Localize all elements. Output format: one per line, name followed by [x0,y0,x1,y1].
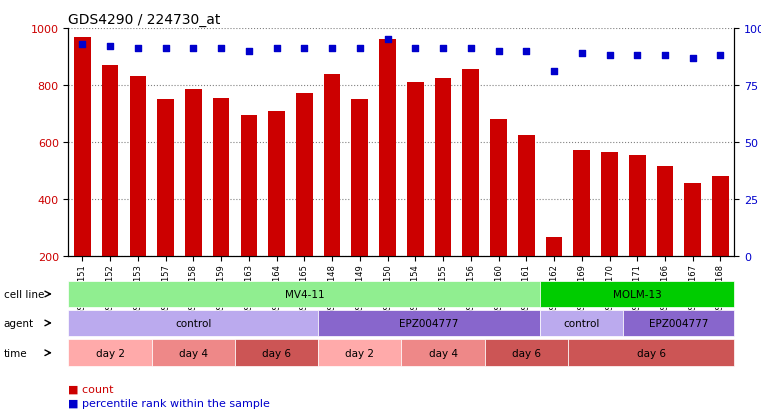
Text: EPZ004777: EPZ004777 [400,318,459,328]
Point [492,48,505,55]
Point [243,48,255,55]
Text: EPZ004777: EPZ004777 [649,318,708,328]
Bar [213,98,229,256]
Point [381,37,393,43]
Point [132,46,144,52]
Point [686,55,699,62]
Text: day 4: day 4 [428,348,457,358]
Point [104,44,116,50]
Point [298,46,310,52]
Bar [546,237,562,256]
Text: agent: agent [4,318,34,328]
Bar [240,116,257,256]
Bar [102,66,119,256]
Bar [435,78,451,256]
Bar [74,38,91,256]
Bar [490,120,507,256]
Point [187,46,199,52]
Point [215,46,228,52]
Bar [268,111,285,256]
Text: ■ count: ■ count [68,384,114,394]
Text: day 2: day 2 [345,348,374,358]
Point [160,46,172,52]
Text: MV4-11: MV4-11 [285,289,324,299]
Point [715,53,727,59]
Bar [574,151,590,256]
Text: ■ percentile rank within the sample: ■ percentile rank within the sample [68,398,270,408]
Text: day 4: day 4 [179,348,208,358]
Text: day 6: day 6 [262,348,291,358]
Point [659,53,671,59]
Text: day 6: day 6 [512,348,541,358]
Bar [158,100,174,256]
Text: day 6: day 6 [637,348,666,358]
Point [631,53,643,59]
Point [270,46,282,52]
Point [548,69,560,75]
Point [326,46,338,52]
Text: cell line: cell line [4,289,44,299]
Bar [407,83,424,256]
Text: control: control [175,318,212,328]
Text: day 2: day 2 [96,348,125,358]
Point [409,46,422,52]
Bar [463,70,479,256]
Bar [379,40,396,256]
Bar [601,152,618,256]
Point [354,46,366,52]
Point [465,46,477,52]
Text: control: control [564,318,600,328]
Bar [518,135,534,256]
Bar [296,94,313,256]
Bar [185,90,202,256]
Text: MOLM-13: MOLM-13 [613,289,661,299]
Point [76,41,88,48]
Bar [657,166,673,256]
Point [575,50,587,57]
Point [521,48,533,55]
Text: GDS4290 / 224730_at: GDS4290 / 224730_at [68,12,221,26]
Bar [352,100,368,256]
Bar [323,74,340,256]
Bar [684,184,701,256]
Point [603,53,616,59]
Bar [712,176,729,256]
Point [437,46,449,52]
Bar [629,155,645,256]
Bar [129,77,146,256]
Text: time: time [4,348,27,358]
